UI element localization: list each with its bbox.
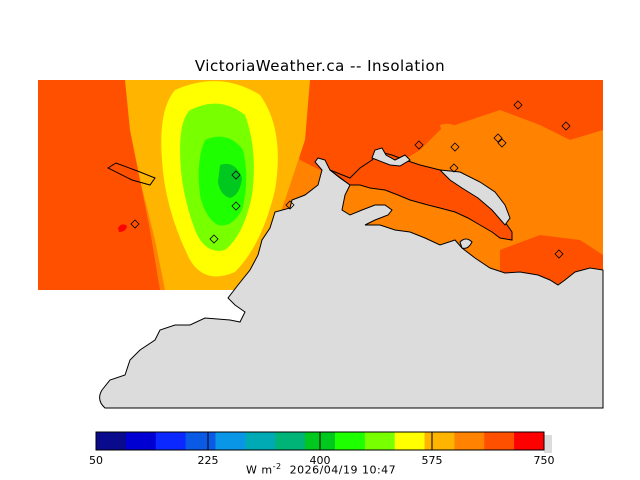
colorbar-tick: 225 xyxy=(197,454,219,467)
station-marker xyxy=(513,100,523,110)
colorbar-cell xyxy=(484,432,515,450)
station-marker xyxy=(231,201,241,211)
station-marker xyxy=(497,138,507,148)
contour-darkgreen xyxy=(218,163,242,198)
land-mass xyxy=(99,157,604,409)
timestamp: 2026/04/19 10:47 xyxy=(289,463,397,477)
inlet xyxy=(371,147,411,167)
station-marker xyxy=(209,234,219,244)
colorbar-cell xyxy=(185,432,216,450)
colorbar-cell xyxy=(514,432,545,450)
colorbar-cell xyxy=(424,432,455,450)
station-marker xyxy=(554,249,564,259)
station-marker xyxy=(561,121,571,131)
weather-stations xyxy=(130,100,571,259)
colorbar-cell xyxy=(245,432,276,450)
station-marker xyxy=(493,133,503,143)
colorbar-caption: W m-2 2026/04/19 10:47 xyxy=(246,462,396,477)
colorbar-cell xyxy=(125,432,157,450)
map-title: VictoriaWeather.ca -- Insolation xyxy=(194,57,446,75)
station-marker xyxy=(449,163,459,173)
colorbar-cell xyxy=(275,432,306,450)
colorbar-tick: 575 xyxy=(421,454,443,467)
units-exponent: -2 xyxy=(272,462,282,471)
colorbar-cell xyxy=(334,432,366,450)
station-marker xyxy=(285,200,295,210)
station-marker xyxy=(231,170,241,180)
peninsula xyxy=(329,151,513,241)
high-insolation-area-east xyxy=(290,80,603,185)
colorbar-tick: 50 xyxy=(89,454,103,467)
colorbar-cell xyxy=(96,432,127,450)
island xyxy=(106,162,156,186)
islet xyxy=(459,238,473,249)
colorbar-tick: 750 xyxy=(533,454,555,467)
station-marker xyxy=(414,140,424,150)
colorbar-cell xyxy=(155,432,187,450)
colorbar-cell xyxy=(215,432,246,450)
spit xyxy=(438,169,511,226)
colorbar-cell xyxy=(454,432,485,450)
station-marker xyxy=(130,219,140,229)
colorbar-cell xyxy=(394,432,426,450)
colorbar-tick: 400 xyxy=(309,454,331,467)
colorbar-cell xyxy=(364,432,396,450)
units-label: W m xyxy=(246,463,273,477)
high-insolation-area-west xyxy=(38,80,160,290)
station-marker xyxy=(450,142,460,152)
